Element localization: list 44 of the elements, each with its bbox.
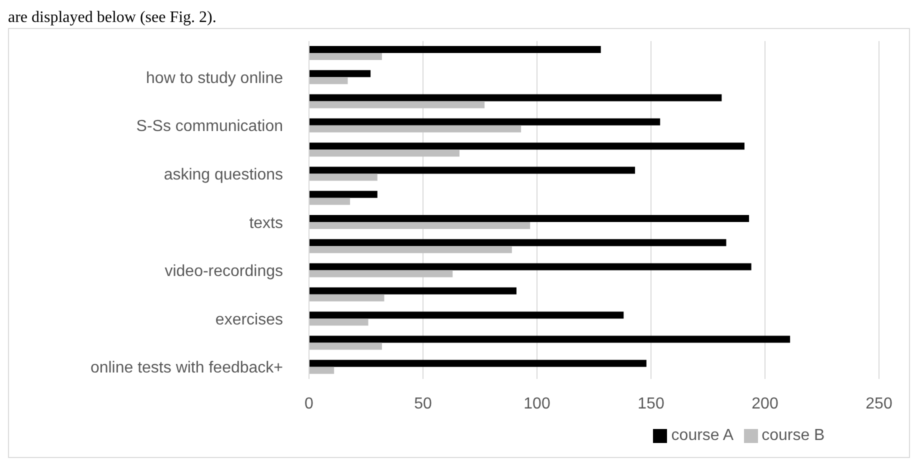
bar xyxy=(309,94,722,102)
x-tick-label: 200 xyxy=(752,395,778,412)
x-tick-label: 50 xyxy=(414,395,432,412)
bar xyxy=(309,342,382,350)
bar xyxy=(309,150,460,157)
legend-label: course A xyxy=(671,427,734,444)
bar xyxy=(309,263,752,270)
bar xyxy=(309,239,726,246)
y-tick-label: asking questions xyxy=(164,166,283,184)
bar xyxy=(309,190,378,198)
bar xyxy=(309,125,522,132)
legend-label: course B xyxy=(762,427,825,444)
y-tick-label: exercises xyxy=(215,311,283,328)
bar xyxy=(309,287,516,294)
bar xyxy=(309,118,660,126)
bar xyxy=(309,318,368,326)
bar xyxy=(309,336,790,343)
bar xyxy=(309,101,485,108)
bar xyxy=(309,294,384,302)
bar xyxy=(309,53,382,60)
x-tick-label: 100 xyxy=(524,395,550,412)
x-tick-label: 0 xyxy=(304,395,314,412)
y-tick-label: S-Ss communication xyxy=(136,118,283,136)
bar xyxy=(309,312,624,319)
bar xyxy=(309,215,750,222)
bar xyxy=(309,166,636,174)
y-tick-label: online tests with feedback+ xyxy=(90,360,283,377)
bar xyxy=(309,246,512,254)
bar xyxy=(309,198,350,205)
bar xyxy=(309,70,371,78)
bar xyxy=(309,222,530,229)
y-tick-label: texts xyxy=(249,214,283,232)
bar xyxy=(309,174,378,181)
bar xyxy=(309,270,453,278)
bar xyxy=(309,46,601,53)
bar xyxy=(309,366,334,374)
text: are displayed below (see Fig. 2). xyxy=(8,8,218,28)
bar xyxy=(309,360,646,367)
x-tick-label: 150 xyxy=(638,395,664,412)
bar xyxy=(309,77,348,84)
y-tick-label: video-recordings xyxy=(164,263,283,280)
y-tick-label: how to study online xyxy=(146,70,284,87)
bar xyxy=(309,142,744,150)
x-tick-label: 250 xyxy=(866,395,892,412)
